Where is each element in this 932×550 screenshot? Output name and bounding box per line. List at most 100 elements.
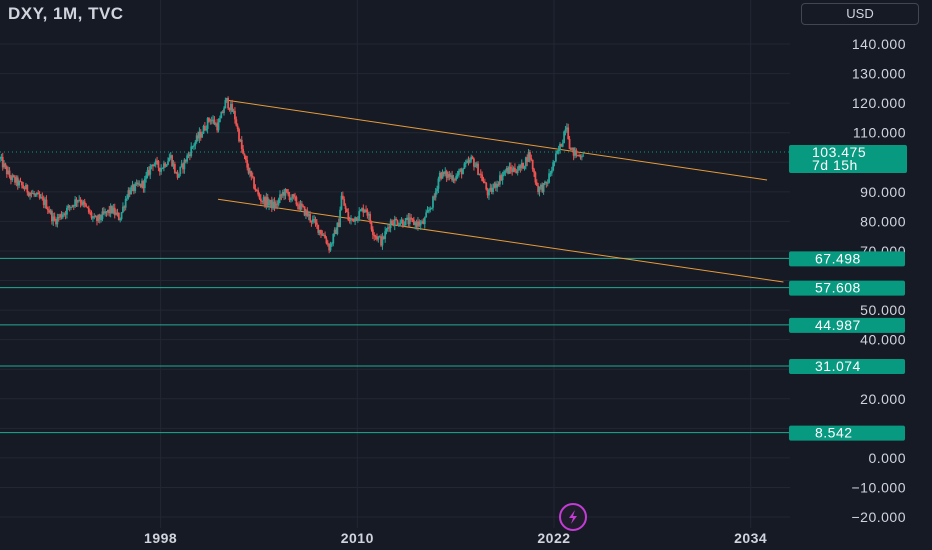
candle-body [463, 163, 466, 169]
lightning-icon[interactable] [559, 503, 587, 531]
y-tick-label: 90.000 [860, 184, 906, 200]
candle-body [423, 217, 426, 225]
candle-body [384, 231, 387, 239]
candle-body [104, 211, 107, 214]
candle-body [221, 111, 224, 113]
candle-body [227, 97, 229, 109]
currency-button[interactable]: USD [801, 3, 919, 25]
candle-body [126, 198, 128, 200]
candle-body [478, 173, 481, 175]
candle-body [422, 221, 425, 225]
last-price-badge [789, 144, 907, 173]
candle-body [391, 220, 393, 224]
candle-body [195, 135, 198, 142]
candle-body [415, 222, 418, 227]
candle-body [223, 108, 225, 113]
candle-body [234, 110, 236, 120]
candle-body [143, 178, 146, 189]
candle-body [61, 215, 64, 218]
candle-body [161, 168, 164, 170]
candle-body [386, 227, 389, 229]
candle-body [156, 160, 158, 162]
candle-body [444, 171, 447, 174]
y-tick-label: 120.000 [852, 95, 906, 111]
candle-body [376, 236, 378, 240]
candle-body [406, 217, 408, 219]
candle-body [119, 219, 122, 221]
level-badge [789, 425, 905, 441]
candle-body [300, 203, 303, 207]
candle-body [329, 244, 332, 251]
candle-body [466, 160, 469, 163]
candle-body [512, 167, 515, 172]
candle-body [53, 216, 56, 221]
candle-body [298, 205, 301, 210]
candle-body [285, 189, 288, 192]
candle-body [270, 199, 273, 209]
candle-body [7, 170, 10, 175]
candle-body [554, 153, 557, 162]
candle-body [82, 201, 85, 205]
candle-body [498, 175, 501, 185]
candle-body [236, 125, 239, 130]
candle-body [26, 184, 29, 193]
time-axis[interactable]: 1998 2010 2022 2034 [144, 530, 767, 546]
candle-body [483, 181, 486, 184]
candle-body [71, 205, 74, 208]
candle-body [213, 119, 216, 125]
horizontal-levels [0, 151, 790, 434]
candle-body [392, 223, 395, 226]
candle-body [22, 185, 25, 189]
candle-body [427, 210, 430, 212]
candle-body [90, 212, 93, 218]
candle-body [462, 168, 464, 175]
candle-body [201, 133, 204, 138]
candle-body [180, 163, 183, 167]
y-tick-label: 50.000 [860, 302, 906, 318]
candle-body [475, 163, 478, 167]
candle-body [255, 190, 258, 192]
x-tick-label: 2010 [341, 530, 374, 546]
candle-body [511, 169, 514, 172]
candle-body [302, 206, 305, 208]
candle-body [120, 212, 123, 220]
candle-body [564, 129, 567, 132]
candle-body [288, 194, 291, 201]
candle-body [147, 170, 150, 175]
candle-body [489, 187, 492, 190]
candle-body [254, 188, 257, 191]
candle-body [458, 170, 460, 175]
candle-body [336, 222, 339, 234]
candle-body [504, 171, 507, 173]
candle-body [64, 213, 67, 215]
candle-body [124, 198, 127, 208]
candle-body [378, 236, 381, 238]
candle-body [433, 196, 436, 198]
candle-body [309, 213, 311, 221]
candle-body [335, 229, 337, 234]
candle-body [311, 219, 314, 223]
candle-body [399, 222, 402, 226]
candle-body [25, 184, 27, 190]
candle-body [184, 159, 187, 162]
candle-body [531, 159, 534, 170]
trendlines [217, 99, 784, 283]
candle-body [456, 174, 459, 176]
candle-body [505, 168, 508, 172]
price-axis[interactable]: 140.000 130.000 120.000 110.000 90.000 80.000… [852, 36, 907, 525]
candle-body [167, 161, 169, 165]
candle-body [100, 218, 102, 220]
candle-body [109, 205, 112, 214]
candle-body [81, 202, 83, 205]
candle-body [534, 172, 537, 183]
level-badge [789, 359, 905, 375]
candle-body [579, 156, 582, 158]
candle-body [417, 221, 419, 227]
candle-body [78, 199, 81, 201]
candle-body [108, 209, 111, 214]
candle-body [85, 204, 87, 207]
candle-body [352, 218, 355, 222]
candle-body [283, 191, 285, 196]
